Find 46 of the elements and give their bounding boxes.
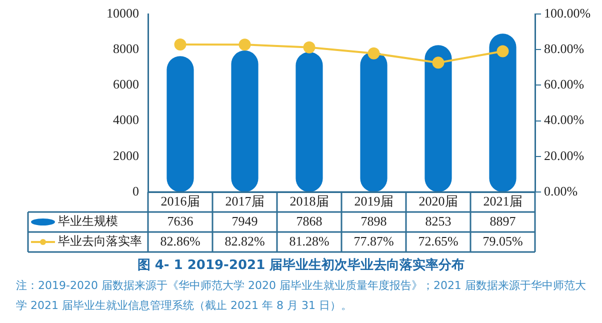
data-label: 82.86% bbox=[160, 233, 200, 248]
point bbox=[174, 38, 186, 51]
y2-tick-label: 100.00% bbox=[544, 5, 591, 20]
legend-label: 毕业生规模 bbox=[58, 214, 118, 228]
bar bbox=[424, 45, 452, 192]
x-tick-label: 2017届 bbox=[225, 193, 264, 208]
y2-tick-label: 0.00% bbox=[544, 183, 578, 198]
x-tick-label: 2019届 bbox=[354, 193, 394, 208]
text: 注：2019-2020 届数据来源于《华中师范大学 2020 届毕业生就业质量年度报告》；2021 届数据来源于华中师范大学 2021 届毕业生就业信息管理系统（截止 2021 年 8 月 31 日）。 bbox=[15, 278, 587, 314]
y-tick-label: 10000 bbox=[106, 5, 139, 20]
legend-label: 毕业去向落实率 bbox=[58, 234, 142, 248]
y-tick-label: 0 bbox=[132, 183, 139, 198]
y2-tick-label: 40.00% bbox=[544, 112, 584, 128]
point bbox=[238, 38, 251, 51]
text: 图 4- 1 2019-2021 届毕业生初次毕业去向落实率分布 bbox=[136, 256, 466, 274]
data-label: 8897 bbox=[490, 213, 516, 228]
data-label: 82.82% bbox=[224, 233, 265, 248]
y-tick-label: 4000 bbox=[113, 112, 139, 128]
bar bbox=[166, 56, 194, 192]
y2-tick-label: 80.00% bbox=[544, 41, 584, 56]
bar bbox=[489, 34, 516, 192]
data-label: 79.05% bbox=[482, 233, 523, 248]
point bbox=[496, 45, 509, 58]
bar bbox=[231, 50, 258, 192]
data-label: 81.28% bbox=[289, 233, 330, 248]
y-tick-label: 6000 bbox=[113, 76, 139, 92]
point bbox=[368, 47, 380, 60]
data-label: 8253 bbox=[425, 213, 452, 228]
x-tick-label: 2018届 bbox=[290, 193, 329, 208]
x-tick-label: 2016届 bbox=[160, 193, 200, 208]
data-label: 7898 bbox=[360, 213, 387, 228]
point bbox=[303, 41, 316, 54]
point bbox=[432, 56, 444, 69]
y2-tick-label: 20.00% bbox=[544, 148, 584, 163]
bar bbox=[296, 52, 323, 192]
y2-tick-label: 60.00% bbox=[544, 76, 584, 92]
bar bbox=[360, 51, 388, 192]
y-tick-label: 2000 bbox=[113, 148, 139, 163]
y-tick-label: 8000 bbox=[113, 41, 139, 56]
data-label: 7636 bbox=[167, 213, 194, 228]
data-label: 72.65% bbox=[418, 233, 458, 248]
data-label: 77.87% bbox=[354, 233, 394, 248]
x-tick-label: 2020届 bbox=[418, 193, 458, 208]
x-tick-label: 2021届 bbox=[483, 193, 522, 208]
data-label: 7949 bbox=[232, 213, 258, 228]
data-label: 7868 bbox=[296, 213, 322, 228]
